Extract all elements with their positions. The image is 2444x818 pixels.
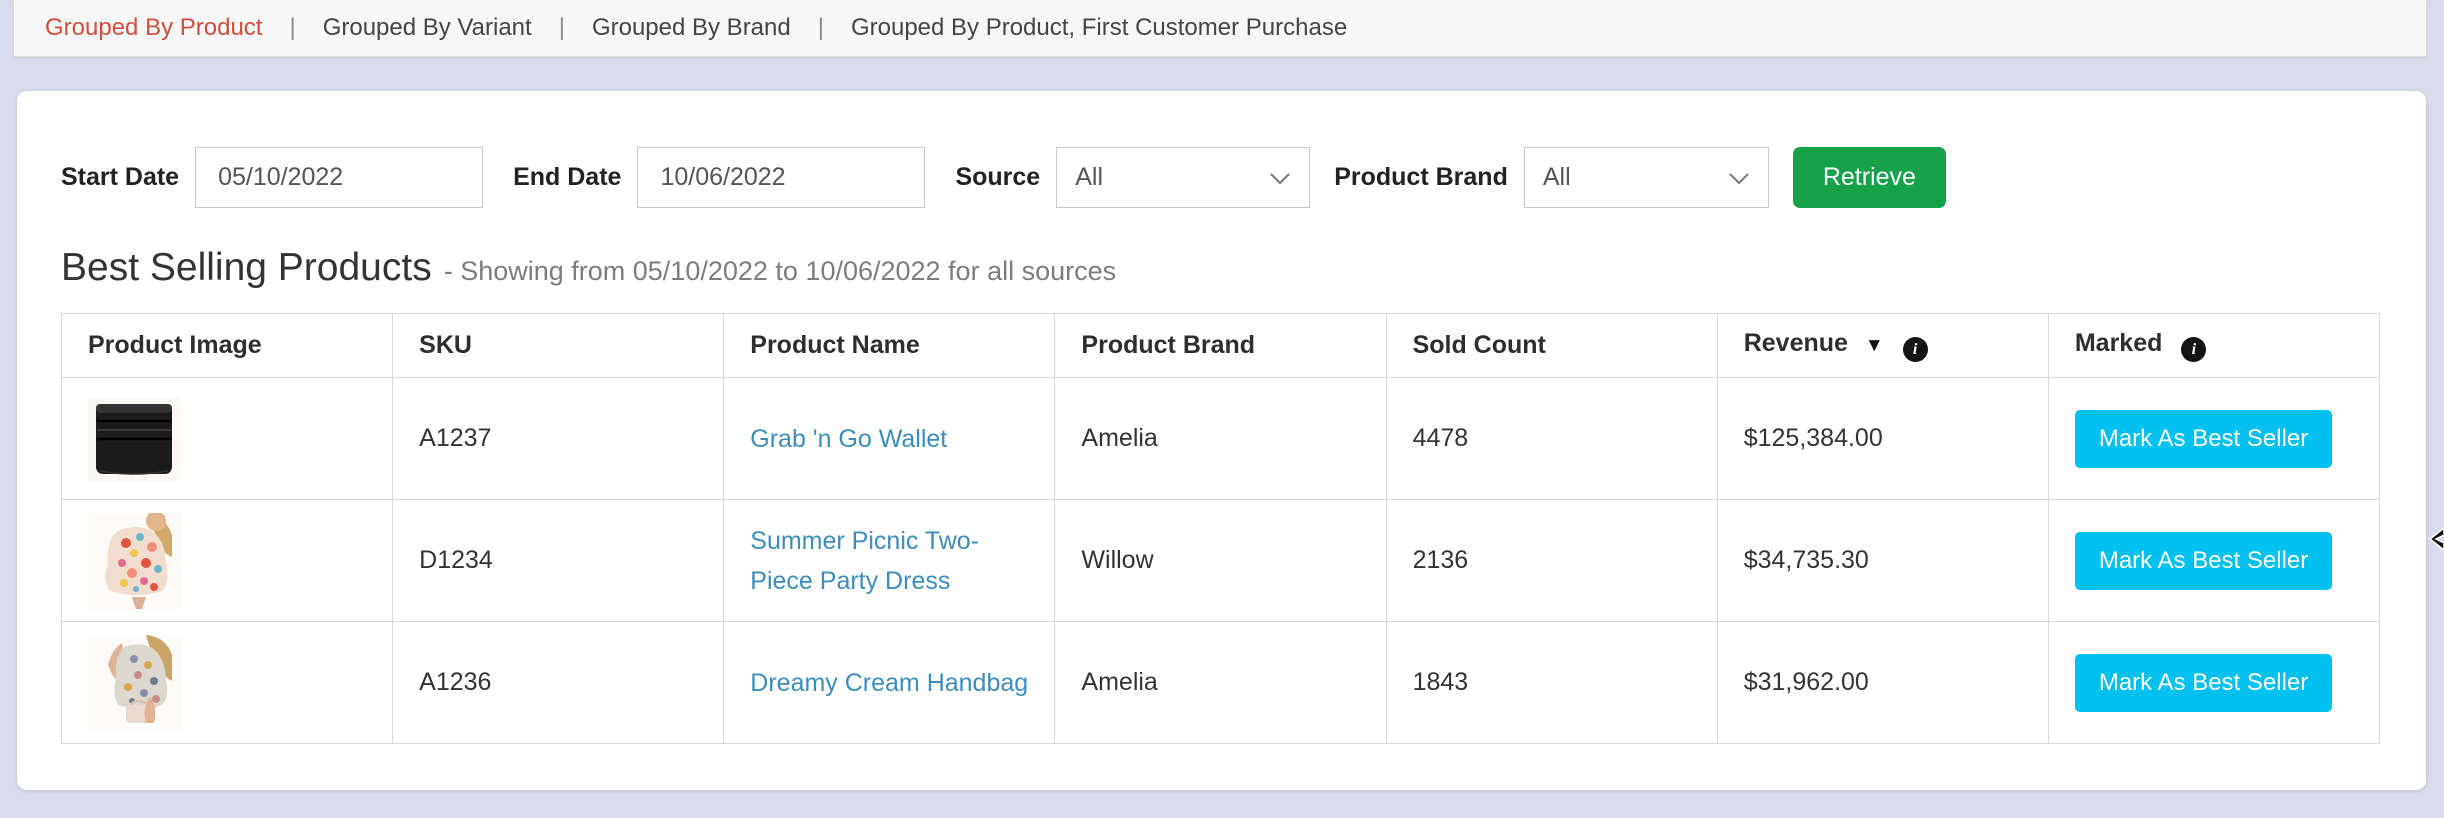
col-revenue[interactable]: Revenue ▼ i <box>1716 313 2049 378</box>
product-name-cell: Summer Picnic Two-Piece Party Dress <box>723 499 1056 622</box>
page-subtitle: - Showing from 05/10/2022 to 10/06/2022 … <box>443 256 1117 286</box>
page-title: Best Selling Products <box>61 246 432 289</box>
revenue-cell: $34,735.30 <box>1716 499 2049 622</box>
col-product-image: Product Image <box>60 313 394 378</box>
product-name-link[interactable]: Dreamy Cream Handbag <box>750 668 1029 697</box>
product-brand-cell: Amelia <box>1054 377 1387 500</box>
chevron-down-icon <box>1269 163 1291 192</box>
product-name-cell: Dreamy Cream Handbag <box>723 621 1056 744</box>
mark-as-best-seller-button[interactable]: Mark As Best Seller <box>2074 653 2333 712</box>
product-image-floral-dress <box>88 512 183 609</box>
product-brand-label: Product Brand <box>1334 163 1508 191</box>
sold-count-cell: 2136 <box>1385 499 1718 622</box>
retrieve-button[interactable]: Retrieve <box>1792 147 1946 208</box>
source-label: Source <box>955 163 1041 191</box>
report-card: Start Date End Date Source All Product B… <box>17 91 2426 790</box>
sku-cell: D1234 <box>392 499 725 622</box>
tab-grouped-by-brand[interactable]: Grouped By Brand <box>591 14 791 41</box>
sold-count-cell: 1843 <box>1385 621 1718 744</box>
col-product-name: Product Name <box>723 313 1056 378</box>
col-sku: SKU <box>392 313 725 378</box>
info-icon: i <box>2181 337 2207 363</box>
marked-cell: Mark As Best Seller <box>2047 499 2381 622</box>
info-icon: i <box>1902 337 1928 363</box>
tab-grouped-by-variant[interactable]: Grouped By Variant <box>322 14 532 41</box>
start-date-label: Start Date <box>61 163 180 191</box>
sku-cell: A1236 <box>392 621 725 744</box>
chevron-down-icon <box>1728 163 1750 192</box>
product-brand-select[interactable]: All <box>1523 147 1769 208</box>
table-row: D1234 Summer Picnic Two-Piece Party Dres… <box>60 499 2381 622</box>
tab-separator: | <box>289 14 296 41</box>
sold-count-cell: 4478 <box>1385 377 1718 500</box>
group-by-nav: Grouped By Product | Grouped By Variant … <box>14 0 2426 57</box>
table-row: A1236 Dreamy Cream Handbag Amelia 1843 $… <box>60 621 2381 744</box>
tab-grouped-by-product-first-purchase[interactable]: Grouped By Product, First Customer Purch… <box>850 14 1348 41</box>
source-select-value: All <box>1075 163 1104 191</box>
start-date-input[interactable] <box>195 147 484 208</box>
tab-separator: | <box>558 14 565 41</box>
product-name-link[interactable]: Summer Picnic Two-Piece Party Dress <box>750 526 980 595</box>
col-sold-count[interactable]: Sold Count <box>1385 313 1718 378</box>
product-image-cream-handbag <box>88 634 183 731</box>
end-date-label: End Date <box>513 163 622 191</box>
product-name-cell: Grab 'n Go Wallet <box>723 377 1056 500</box>
source-select[interactable]: All <box>1056 147 1311 208</box>
revenue-cell: $31,962.00 <box>1716 621 2049 744</box>
table-row: A1237 Grab 'n Go Wallet Amelia 4478 $125… <box>60 377 2381 500</box>
table-header-row: Product Image SKU Product Name Product B… <box>60 313 2381 378</box>
product-brand-cell: Amelia <box>1054 621 1387 744</box>
end-date-input[interactable] <box>637 147 926 208</box>
filter-bar: Start Date End Date Source All Product B… <box>61 147 1946 208</box>
mouse-cursor <box>2428 526 2444 557</box>
sort-desc-icon: ▼ <box>1864 334 1884 356</box>
heading-row: Best Selling Products - Showing from 05/… <box>61 246 1116 290</box>
col-marked: Marked i <box>2047 313 2381 378</box>
sku-cell: A1237 <box>392 377 725 500</box>
product-brand-cell: Willow <box>1054 499 1387 622</box>
product-name-link[interactable]: Grab 'n Go Wallet <box>750 424 948 453</box>
product-image-cell <box>60 621 394 744</box>
marked-cell: Mark As Best Seller <box>2047 621 2381 744</box>
best-selling-products-table: Product Image SKU Product Name Product B… <box>60 313 2381 744</box>
col-revenue-label: Revenue <box>1743 328 1848 357</box>
product-image-cell <box>60 377 394 500</box>
col-product-brand: Product Brand <box>1054 313 1387 378</box>
marked-cell: Mark As Best Seller <box>2047 377 2381 500</box>
product-brand-select-value: All <box>1542 163 1571 191</box>
product-image-black-wallet <box>88 396 180 481</box>
product-image-cell <box>60 499 394 622</box>
mark-as-best-seller-button[interactable]: Mark As Best Seller <box>2074 409 2333 468</box>
revenue-cell: $125,384.00 <box>1716 377 2049 500</box>
tab-grouped-by-product[interactable]: Grouped By Product <box>45 14 263 41</box>
col-marked-label: Marked <box>2074 328 2163 357</box>
mark-as-best-seller-button[interactable]: Mark As Best Seller <box>2074 531 2333 590</box>
tab-separator: | <box>817 14 824 41</box>
